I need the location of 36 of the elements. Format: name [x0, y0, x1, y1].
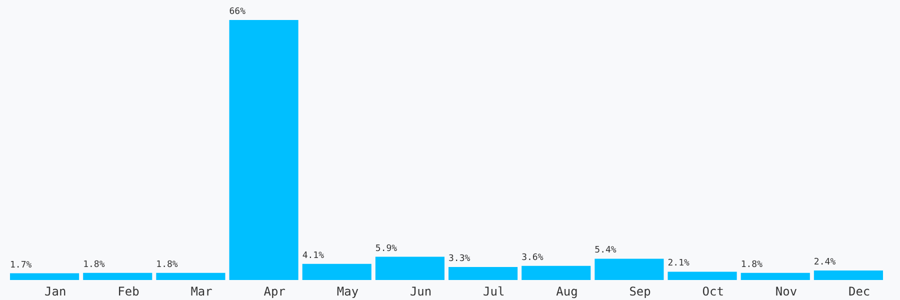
bar [668, 272, 737, 280]
data-label: 66% [229, 7, 246, 17]
data-label: 2.4% [814, 258, 836, 268]
x-tick-label: Jul [483, 284, 505, 298]
data-label: 5.4% [594, 246, 617, 256]
x-tick-label: Nov [775, 284, 798, 298]
data-label: 2.1% [668, 258, 690, 269]
data-label: 1.8% [156, 260, 178, 270]
x-tick-label: Apr [264, 284, 286, 298]
data-label: 4.1% [302, 250, 325, 261]
bar [83, 272, 152, 280]
bar [594, 258, 664, 280]
x-tick-label: Sep [629, 284, 651, 298]
bar [740, 272, 810, 280]
x-tick-label: May [336, 284, 359, 298]
data-label: 5.9% [375, 244, 398, 254]
data-label: 3.3% [448, 254, 471, 264]
x-tick-label: Jan [44, 284, 66, 298]
bar [156, 272, 226, 280]
data-label: 1.8% [83, 260, 106, 270]
x-tick-label: Oct [702, 284, 724, 298]
data-label: 1.7% [10, 260, 32, 270]
bar [229, 20, 298, 280]
bar [375, 256, 444, 280]
x-tick-label: Dec [848, 284, 870, 298]
x-tick-label: Aug [556, 284, 578, 298]
x-tick-label: Jun [410, 284, 432, 298]
data-label: 1.8% [740, 260, 764, 270]
bar [814, 270, 883, 280]
bar [302, 264, 372, 280]
data-label: 3.6% [522, 252, 544, 263]
bar [522, 266, 591, 280]
bar [10, 273, 80, 280]
bar [448, 267, 518, 280]
x-tick-label: Feb [118, 284, 140, 298]
x-tick-label: Mar [190, 284, 212, 298]
